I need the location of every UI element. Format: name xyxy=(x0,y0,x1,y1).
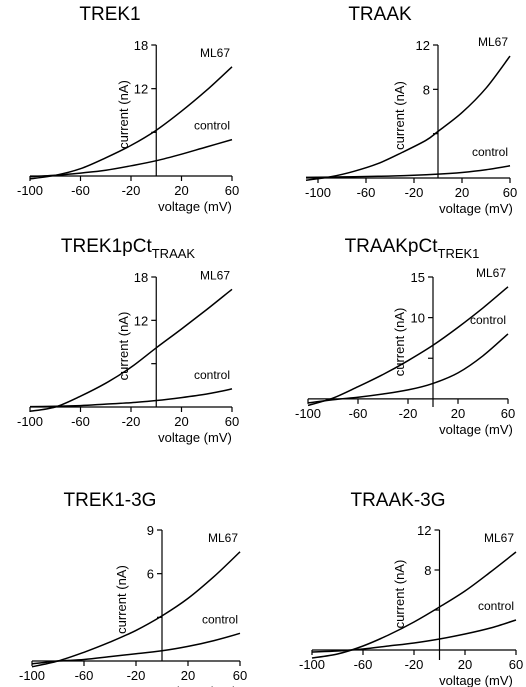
series-control-label: control xyxy=(478,599,514,613)
x-tick-label: -100 xyxy=(295,406,321,421)
panel-title: TREK1-3G xyxy=(64,490,157,511)
x-tick-label: 60 xyxy=(509,657,523,672)
series-ml67-label: ML67 xyxy=(478,35,508,49)
panel-title-main: TRAAK-3G xyxy=(350,490,445,511)
panel-4: TRAAKpCtTREK1 -100 -60 -20 20 60 10 15 current (… xyxy=(295,236,515,437)
panel-2: TRAAK -100 -60 -20 20 60 8 12 current (nA) voltag… xyxy=(305,4,517,216)
x-tick-label: 20 xyxy=(174,183,188,198)
x-tick-label: 20 xyxy=(174,414,188,429)
x-tick-label: 60 xyxy=(233,668,247,683)
y-tick-label: 18 xyxy=(134,38,148,53)
x-tick-label: 20 xyxy=(455,185,469,200)
x-tick-label: -60 xyxy=(357,185,376,200)
series-ml67-label: ML67 xyxy=(476,266,506,280)
x-tick-label: 20 xyxy=(451,406,465,421)
y-tick-label: 12 xyxy=(417,523,431,538)
series-control-line xyxy=(29,388,233,408)
series-control-line xyxy=(29,138,233,178)
panel-title-subscript: TREK1 xyxy=(438,246,480,261)
series-ml67-label: ML67 xyxy=(208,531,238,545)
series-control-line xyxy=(311,619,517,653)
series-ml67-label: ML67 xyxy=(200,268,230,282)
x-axis-label: voltage (mV) xyxy=(439,201,513,216)
y-tick-label: 8 xyxy=(424,563,431,578)
panel-title: TRAAK-3G xyxy=(350,490,445,511)
series-ml67-label: ML67 xyxy=(484,531,514,545)
y-axis-label: current (nA) xyxy=(392,560,407,629)
x-tick-label: -60 xyxy=(71,414,90,429)
x-tick-label: -100 xyxy=(17,183,43,198)
x-tick-label: 60 xyxy=(225,183,239,198)
x-tick-label: -20 xyxy=(399,406,418,421)
panel-title-main: TRAAKpCt xyxy=(345,236,439,257)
x-axis-label: voltage (mV) xyxy=(158,430,232,445)
y-tick-label: 12 xyxy=(134,82,148,97)
x-tick-label: -20 xyxy=(122,414,141,429)
panel-title: TREK1pCtTRAAK xyxy=(61,236,195,261)
y-tick-label: 9 xyxy=(147,523,154,538)
x-tick-label: -100 xyxy=(305,185,331,200)
panel-5: TREK1-3G -100 -60 -20 20 60 6 9 current (nA) volt… xyxy=(19,490,247,687)
series-control-label: control xyxy=(470,313,506,327)
series-control-line xyxy=(31,632,241,665)
panel-3: TREK1pCtTRAAK -100 -60 -20 20 60 12 18 current (… xyxy=(17,236,239,445)
series-control-label: control xyxy=(202,612,238,626)
series-ml67-line xyxy=(305,55,511,181)
panel-title: TREK1 xyxy=(79,4,140,25)
y-tick-label: 8 xyxy=(423,82,430,97)
y-axis-label: current (nA) xyxy=(116,312,131,381)
y-tick-label: 10 xyxy=(411,311,425,326)
panel-title-subscript: TRAAK xyxy=(152,246,196,261)
x-tick-label: 60 xyxy=(501,406,515,421)
x-tick-label: -100 xyxy=(19,668,45,683)
series-ml67-line xyxy=(307,286,509,407)
panel-title-main: TREK1-3G xyxy=(64,490,157,511)
y-axis-label: current (nA) xyxy=(392,308,407,377)
y-axis-label: current (nA) xyxy=(392,81,407,150)
series-ml67-line xyxy=(311,551,517,659)
x-tick-label: 20 xyxy=(181,668,195,683)
series-ml67-line xyxy=(31,551,241,668)
x-axis-label: voltage (mV) xyxy=(439,673,513,687)
x-tick-label: 60 xyxy=(225,414,239,429)
y-tick-label: 12 xyxy=(134,313,148,328)
panel-title-main: TRAAK xyxy=(348,4,412,25)
x-tick-label: -20 xyxy=(127,668,146,683)
y-axis-label: current (nA) xyxy=(114,565,129,634)
x-axis-label: voltage (mV) xyxy=(158,199,232,214)
panel-title-main: TREK1pCt xyxy=(61,236,153,257)
series-control-line xyxy=(305,165,511,179)
x-tick-label: -100 xyxy=(17,414,43,429)
y-tick-label: 18 xyxy=(134,270,148,285)
series-control-label: control xyxy=(472,145,508,159)
x-tick-label: -60 xyxy=(71,183,90,198)
series-ml67-line xyxy=(29,288,233,413)
x-tick-label: 20 xyxy=(458,657,472,672)
series-ml67-line xyxy=(29,66,233,180)
y-tick-label: 15 xyxy=(411,270,425,285)
series-control-line xyxy=(307,333,509,404)
panel-title-main: TREK1 xyxy=(79,4,140,25)
y-axis-label: current (nA) xyxy=(116,80,131,149)
panel-title: TRAAKpCtTREK1 xyxy=(345,236,480,261)
y-tick-label: 12 xyxy=(416,38,430,53)
x-tick-label: -20 xyxy=(122,183,141,198)
x-tick-label: -20 xyxy=(405,185,424,200)
x-axis-label: voltage (mV) xyxy=(163,684,237,687)
x-tick-label: -60 xyxy=(349,406,368,421)
x-tick-label: -60 xyxy=(354,657,373,672)
x-tick-label: -20 xyxy=(405,657,424,672)
y-tick-label: 6 xyxy=(147,567,154,582)
series-ml67-label: ML67 xyxy=(200,46,230,60)
x-axis-label: voltage (mV) xyxy=(439,422,513,437)
series-control-label: control xyxy=(194,119,230,133)
x-tick-label: -60 xyxy=(75,668,94,683)
panel-title: TRAAK xyxy=(348,4,412,25)
panel-6: TRAAK-3G -100 -60 -20 20 60 8 12 current (nA) vol… xyxy=(299,490,523,687)
series-control-label: control xyxy=(194,368,230,382)
x-tick-label: 60 xyxy=(503,185,517,200)
x-tick-label: -100 xyxy=(299,657,325,672)
panel-1: TREK1 -100 -60 -20 20 60 12 18 current (nA) volta… xyxy=(17,4,239,214)
